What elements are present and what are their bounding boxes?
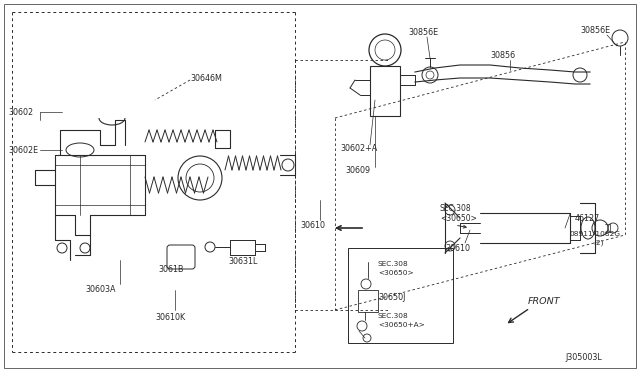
Text: <30650>: <30650>: [378, 270, 413, 276]
Text: 30646M: 30646M: [190, 74, 222, 83]
Text: 30602: 30602: [8, 108, 33, 116]
Bar: [370, 66, 400, 116]
Text: 30856E: 30856E: [580, 26, 610, 35]
Text: 30610: 30610: [300, 221, 325, 230]
Text: 30602+A: 30602+A: [340, 144, 377, 153]
Text: 30610: 30610: [445, 244, 470, 253]
Text: 30631L: 30631L: [228, 257, 257, 266]
Text: (2): (2): [593, 240, 604, 246]
Text: SEC.308: SEC.308: [378, 313, 409, 319]
Text: 08911-1082G: 08911-1082G: [570, 231, 621, 237]
Text: FRONT: FRONT: [528, 298, 561, 307]
Text: J305003L: J305003L: [565, 353, 602, 362]
Text: SEC.308: SEC.308: [378, 261, 409, 267]
Bar: [348, 248, 453, 343]
Text: 46127: 46127: [575, 214, 600, 222]
Text: 30650J: 30650J: [378, 294, 405, 302]
Text: 30609: 30609: [345, 166, 370, 174]
Text: <30650>: <30650>: [440, 214, 477, 222]
Text: 30856: 30856: [490, 51, 515, 60]
Text: <30650+A>: <30650+A>: [378, 322, 425, 328]
Text: 30856E: 30856E: [408, 28, 438, 36]
Text: 3061B: 3061B: [158, 266, 184, 275]
Text: 30610K: 30610K: [155, 314, 185, 323]
Text: 30602E: 30602E: [8, 145, 38, 154]
Bar: [358, 290, 378, 312]
Text: SEC.308: SEC.308: [440, 203, 472, 212]
Text: 30603A: 30603A: [85, 285, 115, 295]
